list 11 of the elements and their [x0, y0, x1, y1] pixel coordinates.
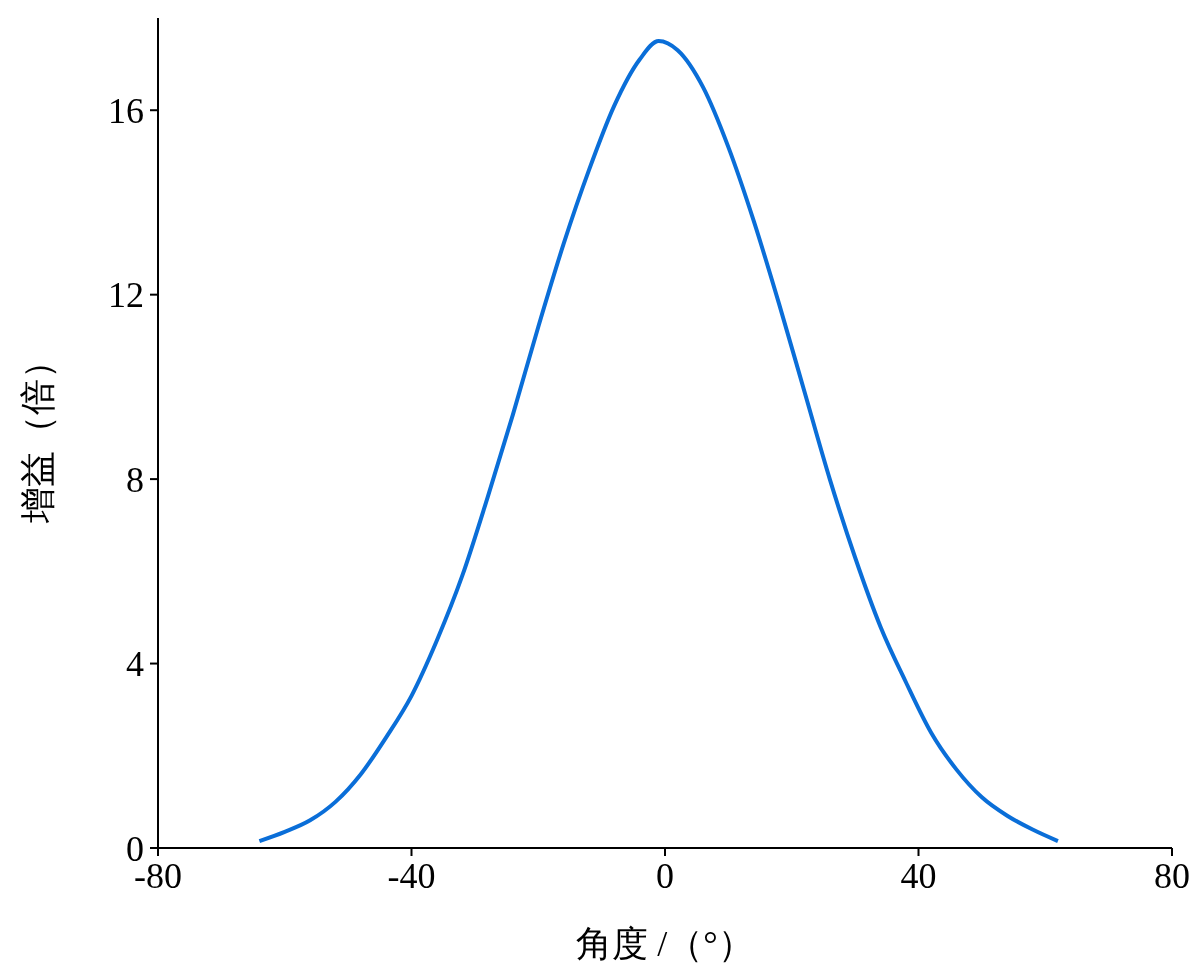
line-series	[257, 39, 1060, 844]
x-tick-label: 40	[900, 855, 937, 896]
x-tick-label: 0	[656, 855, 674, 896]
y-tick-label: 12	[108, 275, 144, 316]
x-axis-title: 角度 /（°）	[576, 924, 754, 964]
y-tick-label: 4	[126, 644, 144, 685]
x-tick-label: 80	[1154, 855, 1190, 896]
y-tick-label: 8	[126, 459, 144, 500]
y-axis-title: 增益（倍）	[18, 343, 58, 524]
x-tick-label: -40	[387, 855, 436, 896]
y-tick-label: 16	[108, 91, 144, 131]
